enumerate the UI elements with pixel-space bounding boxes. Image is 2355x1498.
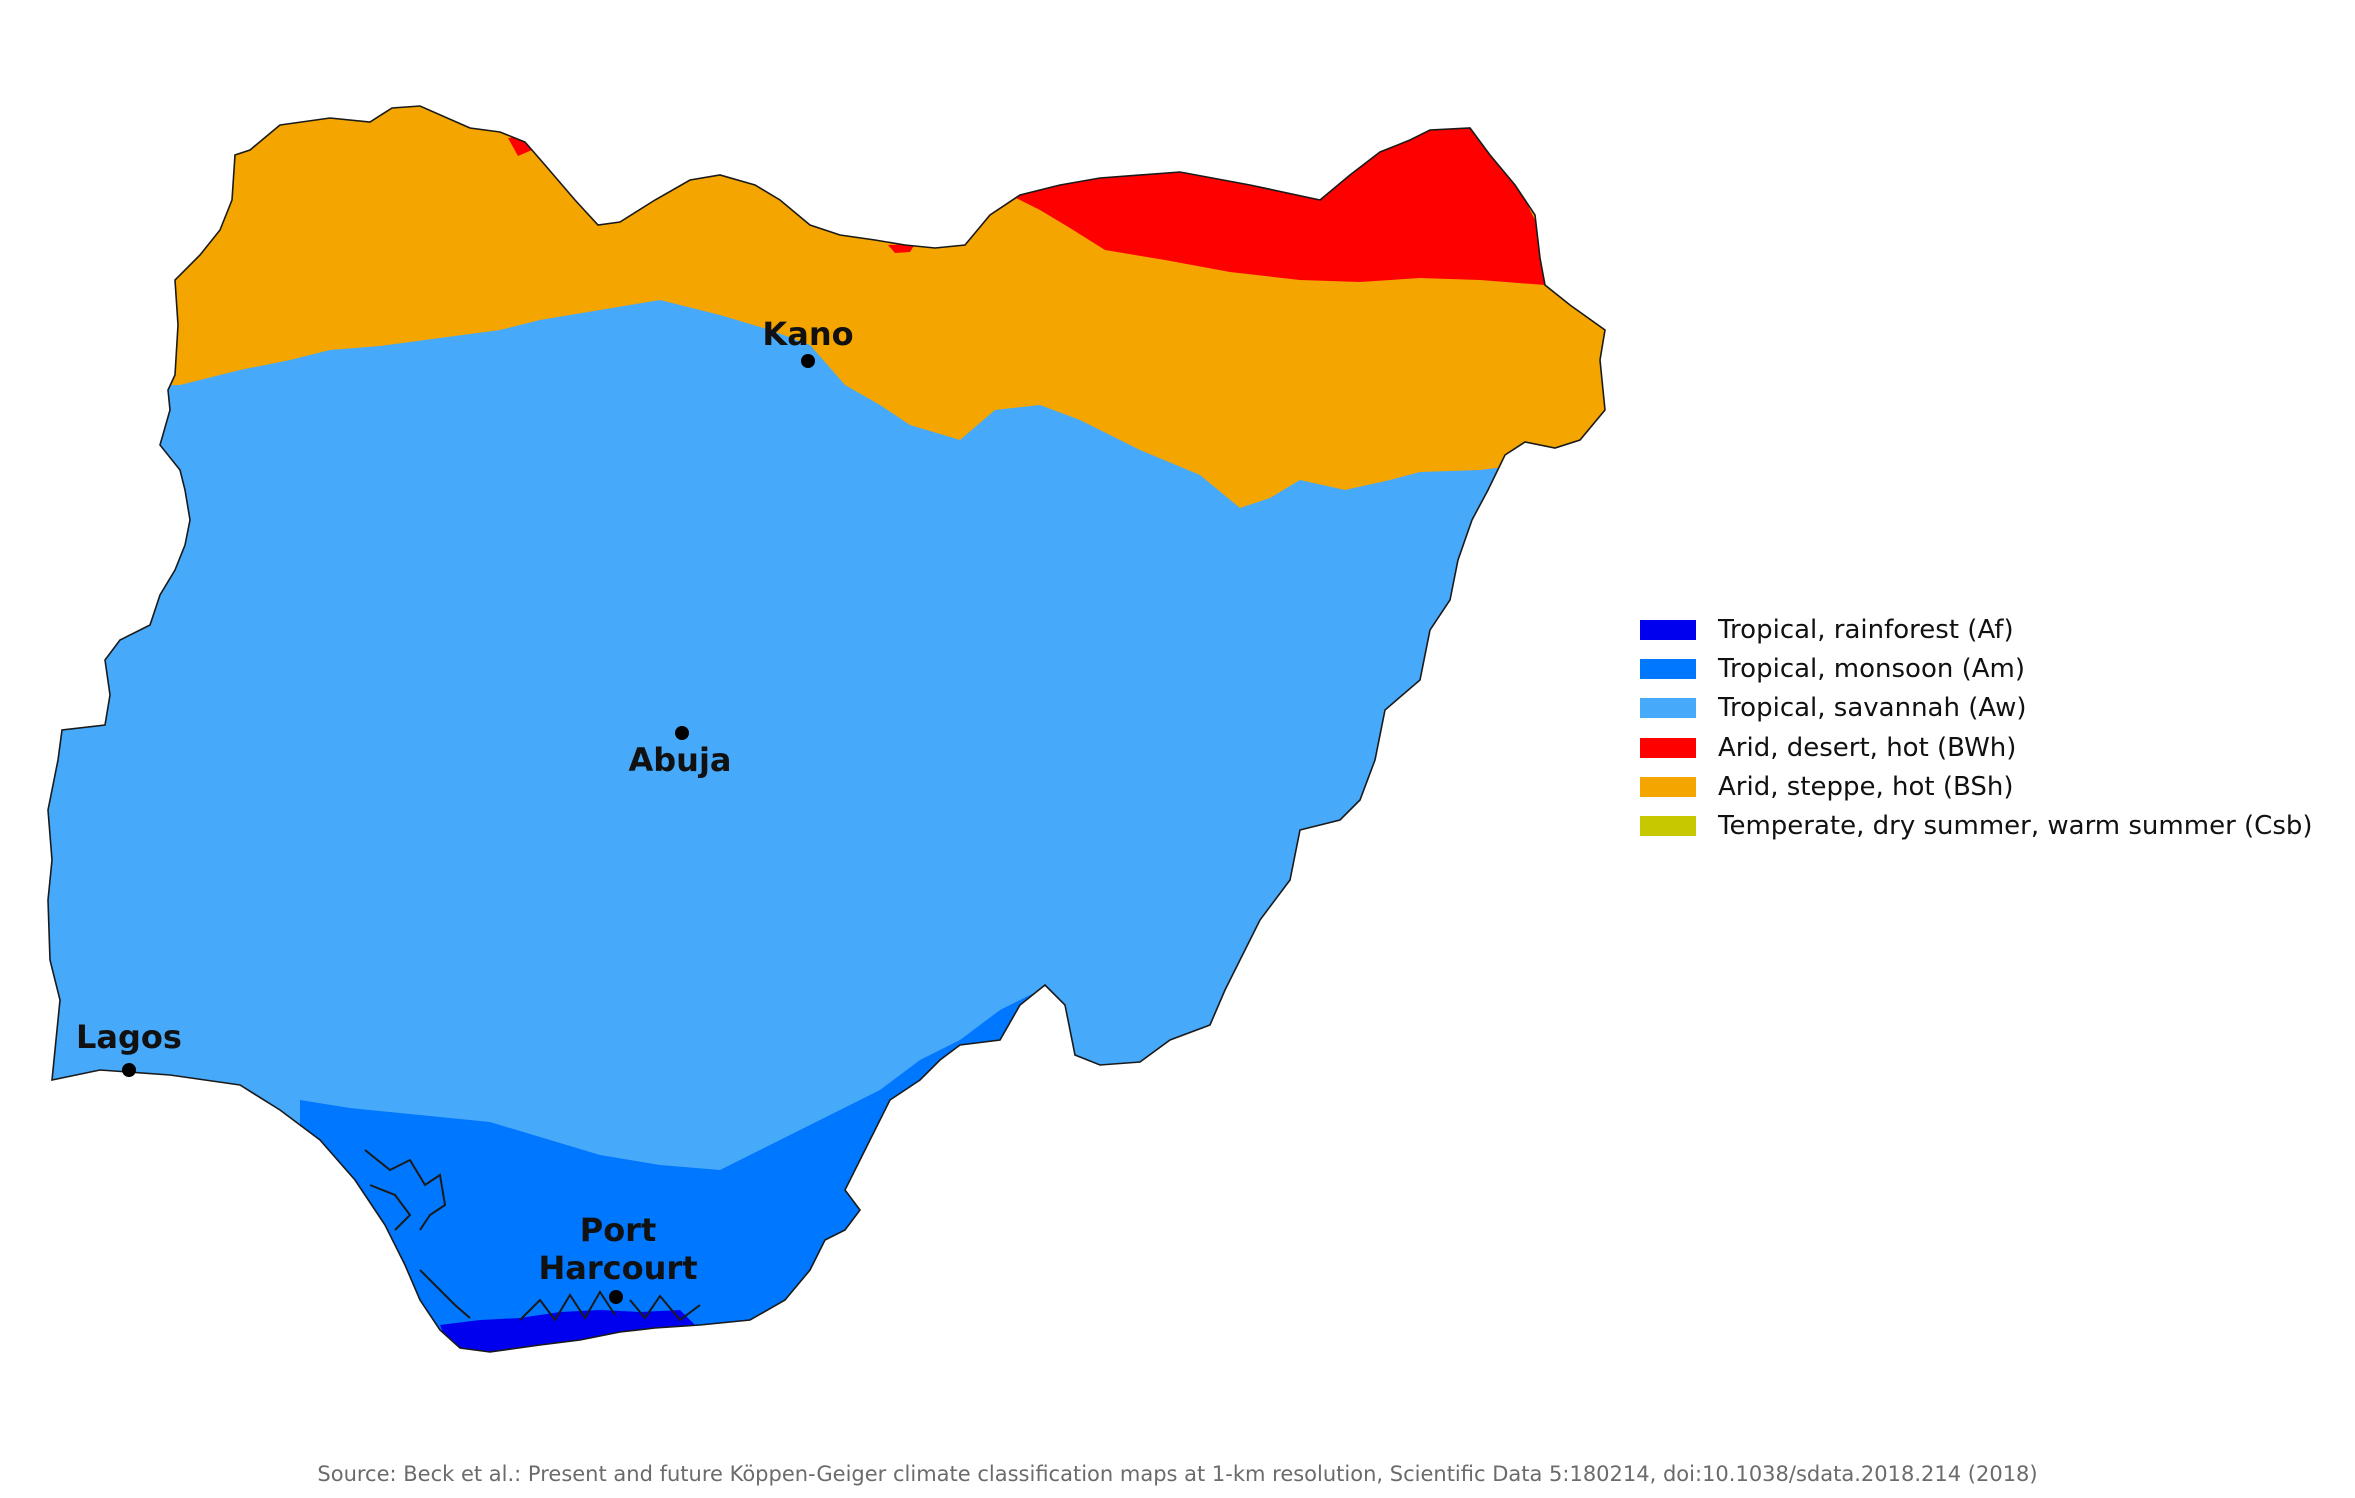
legend-label: Tropical, monsoon (Am) — [1718, 653, 2026, 684]
legend-swatch — [1640, 619, 1696, 640]
legend-item: Tropical, monsoon (Am) — [1640, 649, 2313, 688]
legend: Tropical, rainforest (Af) Tropical, mons… — [1640, 610, 2313, 846]
delta-channels — [364, 1149, 701, 1322]
country-outline — [47, 105, 1606, 1353]
legend-label: Arid, desert, hot (BWh) — [1718, 732, 2017, 763]
city-label-harcourt: Harcourt — [539, 1249, 698, 1287]
city-label-kano: Kano — [762, 315, 853, 353]
legend-item: Arid, desert, hot (BWh) — [1640, 728, 2313, 767]
legend-swatch — [1640, 698, 1696, 719]
legend-label: Temperate, dry summer, warm summer (Csb) — [1718, 811, 2313, 842]
climate-zones — [48, 106, 1605, 1352]
legend-item: Temperate, dry summer, warm summer (Csb) — [1640, 806, 2313, 845]
legend-item: Tropical, savannah (Aw) — [1640, 689, 2313, 728]
legend-item: Tropical, rainforest (Af) — [1640, 610, 2313, 649]
city-label-port: Port — [580, 1211, 657, 1249]
city-label-lagos: Lagos — [76, 1018, 182, 1056]
city-labels: Kano Abuja Lagos Port Harcourt — [76, 315, 854, 1287]
city-dot-abuja — [675, 726, 689, 740]
legend-swatch — [1640, 776, 1696, 797]
nigeria-region: Kano Abuja Lagos Port Harcourt — [47, 105, 1606, 1353]
legend-swatch — [1640, 816, 1696, 837]
source-caption: Source: Beck et al.: Present and future … — [317, 1462, 2038, 1486]
legend-label: Tropical, rainforest (Af) — [1718, 614, 2014, 645]
city-dot-kano — [801, 354, 815, 368]
legend-swatch — [1640, 737, 1696, 758]
city-dot-lagos — [122, 1063, 136, 1077]
zone-am-monsoon — [300, 990, 1060, 1352]
zone-bwh-desert — [1010, 126, 1545, 285]
city-dot-port-harcourt — [609, 1290, 623, 1304]
city-dots — [122, 354, 815, 1304]
zone-bwh-desert-n — [888, 244, 915, 253]
legend-item: Arid, steppe, hot (BSh) — [1640, 767, 2313, 806]
legend-label: Arid, steppe, hot (BSh) — [1718, 771, 2014, 802]
legend-label: Tropical, savannah (Aw) — [1718, 693, 2027, 724]
city-label-abuja: Abuja — [628, 741, 731, 779]
legend-swatch — [1640, 658, 1696, 679]
zone-af-rainforest — [440, 1310, 700, 1352]
